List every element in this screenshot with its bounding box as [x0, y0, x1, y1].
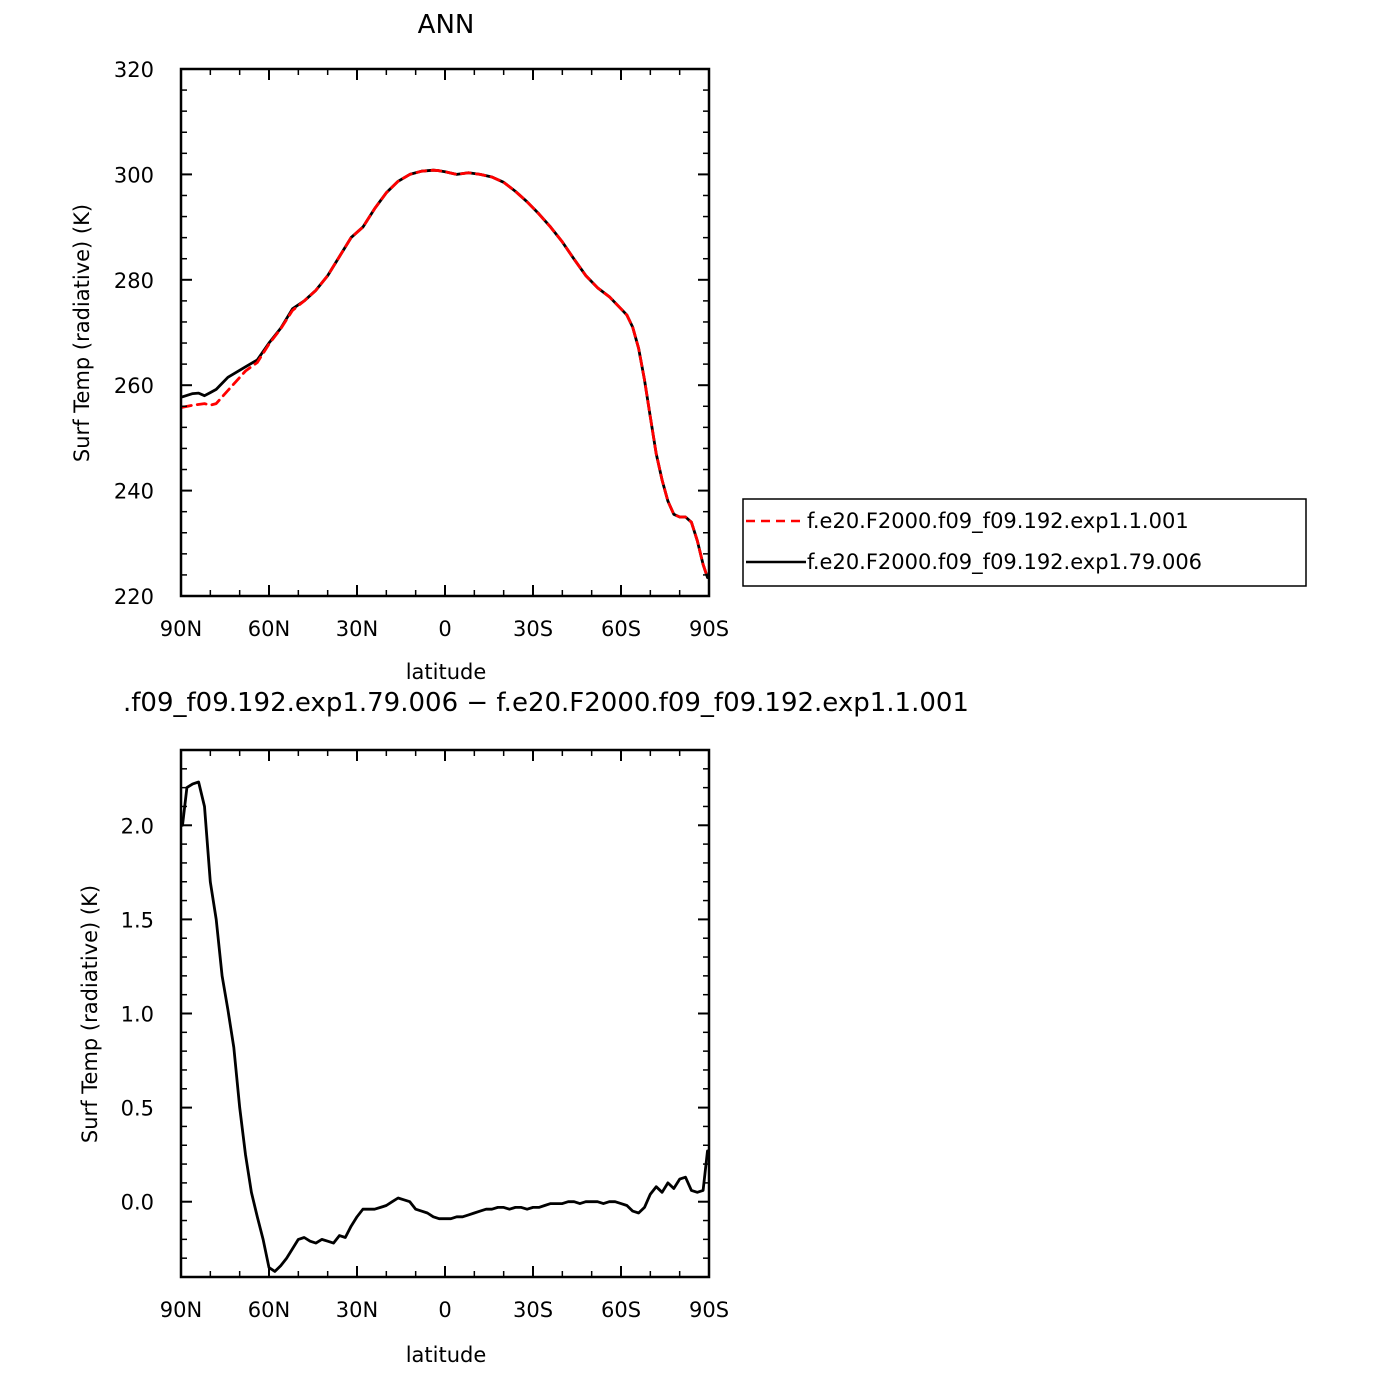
- lower-plot-frame: [179, 748, 711, 1279]
- upper-x-tick-label: 60S: [601, 617, 641, 641]
- lower-plot-lines: [181, 780, 709, 1273]
- lower-y-tick-label: 0.0: [121, 1191, 154, 1215]
- upper-plot-title: ANN: [418, 10, 475, 40]
- upper-series-line-1: [181, 168, 709, 579]
- legend-box: [742, 498, 1307, 587]
- lower-y-tick-label: 1.5: [121, 908, 154, 932]
- legend-label-0: f.e20.F2000.f09_f09.192.exp1.1.001: [807, 509, 1189, 534]
- upper-y-tick-label: 240: [114, 480, 154, 504]
- lower-x-tick-label: 90N: [160, 1298, 202, 1322]
- upper-y-tick-label: 300: [114, 163, 154, 187]
- lower-panel: .f09_f09.192.exp1.79.006 − f.e20.F2000.f…: [78, 688, 969, 1367]
- upper-y-tick-label: 280: [114, 269, 154, 293]
- upper-panel: ANN 90N 60N 30N 0 30S 60S 90S 220 240 260 280 300 32…: [70, 10, 1307, 684]
- lower-y-tick-label: 1.0: [121, 1003, 154, 1027]
- upper-x-tick-label: 90N: [160, 617, 202, 641]
- upper-y-tick-label: 320: [114, 58, 154, 82]
- lower-series-line-0: [181, 780, 709, 1273]
- lower-x-tick-label: 60S: [601, 1298, 641, 1322]
- lower-x-tick-label: 30S: [513, 1298, 553, 1322]
- lower-x-tick-label: 0: [438, 1298, 451, 1322]
- upper-y-tick-label: 220: [114, 585, 154, 609]
- upper-x-tick-label: 0: [438, 617, 451, 641]
- upper-plot-lines: [181, 168, 709, 579]
- upper-y-tick-label: 260: [114, 374, 154, 398]
- upper-series-line-0: [181, 168, 709, 579]
- lower-plot-ticks: 90N 60N 30N 0 30S 60S 90S 0.0 0.5 1.0 1.5 2.0: [121, 749, 729, 1322]
- upper-plot-frame: [179, 67, 711, 598]
- lower-y-tick-label: 2.0: [121, 814, 154, 838]
- upper-x-tick-label: 30S: [513, 617, 553, 641]
- lower-plot-title: .f09_f09.192.exp1.79.006 − f.e20.F2000.f…: [123, 688, 969, 718]
- legend-label-1: f.e20.F2000.f09_f09.192.exp1.79.006: [807, 550, 1202, 575]
- legend: f.e20.F2000.f09_f09.192.exp1.1.001 f.e20…: [742, 498, 1307, 587]
- lower-x-tick-label: 90S: [689, 1298, 729, 1322]
- lower-y-tick-label: 0.5: [121, 1097, 154, 1121]
- upper-x-tick-label: 30N: [336, 617, 378, 641]
- lower-x-tick-label: 30N: [336, 1298, 378, 1322]
- upper-x-tick-label: 90S: [689, 617, 729, 641]
- upper-x-tick-label: 60N: [248, 617, 290, 641]
- lower-x-tick-label: 60N: [248, 1298, 290, 1322]
- upper-y-axis-label: Surf Temp (radiative) (K): [70, 204, 94, 462]
- lower-x-axis-label: latitude: [406, 1343, 487, 1367]
- upper-x-axis-label: latitude: [406, 660, 487, 684]
- lower-y-axis-label: Surf Temp (radiative) (K): [78, 885, 102, 1143]
- upper-plot-ticks: 90N 60N 30N 0 30S 60S 90S 220 240 260 280 300 320: [114, 58, 729, 641]
